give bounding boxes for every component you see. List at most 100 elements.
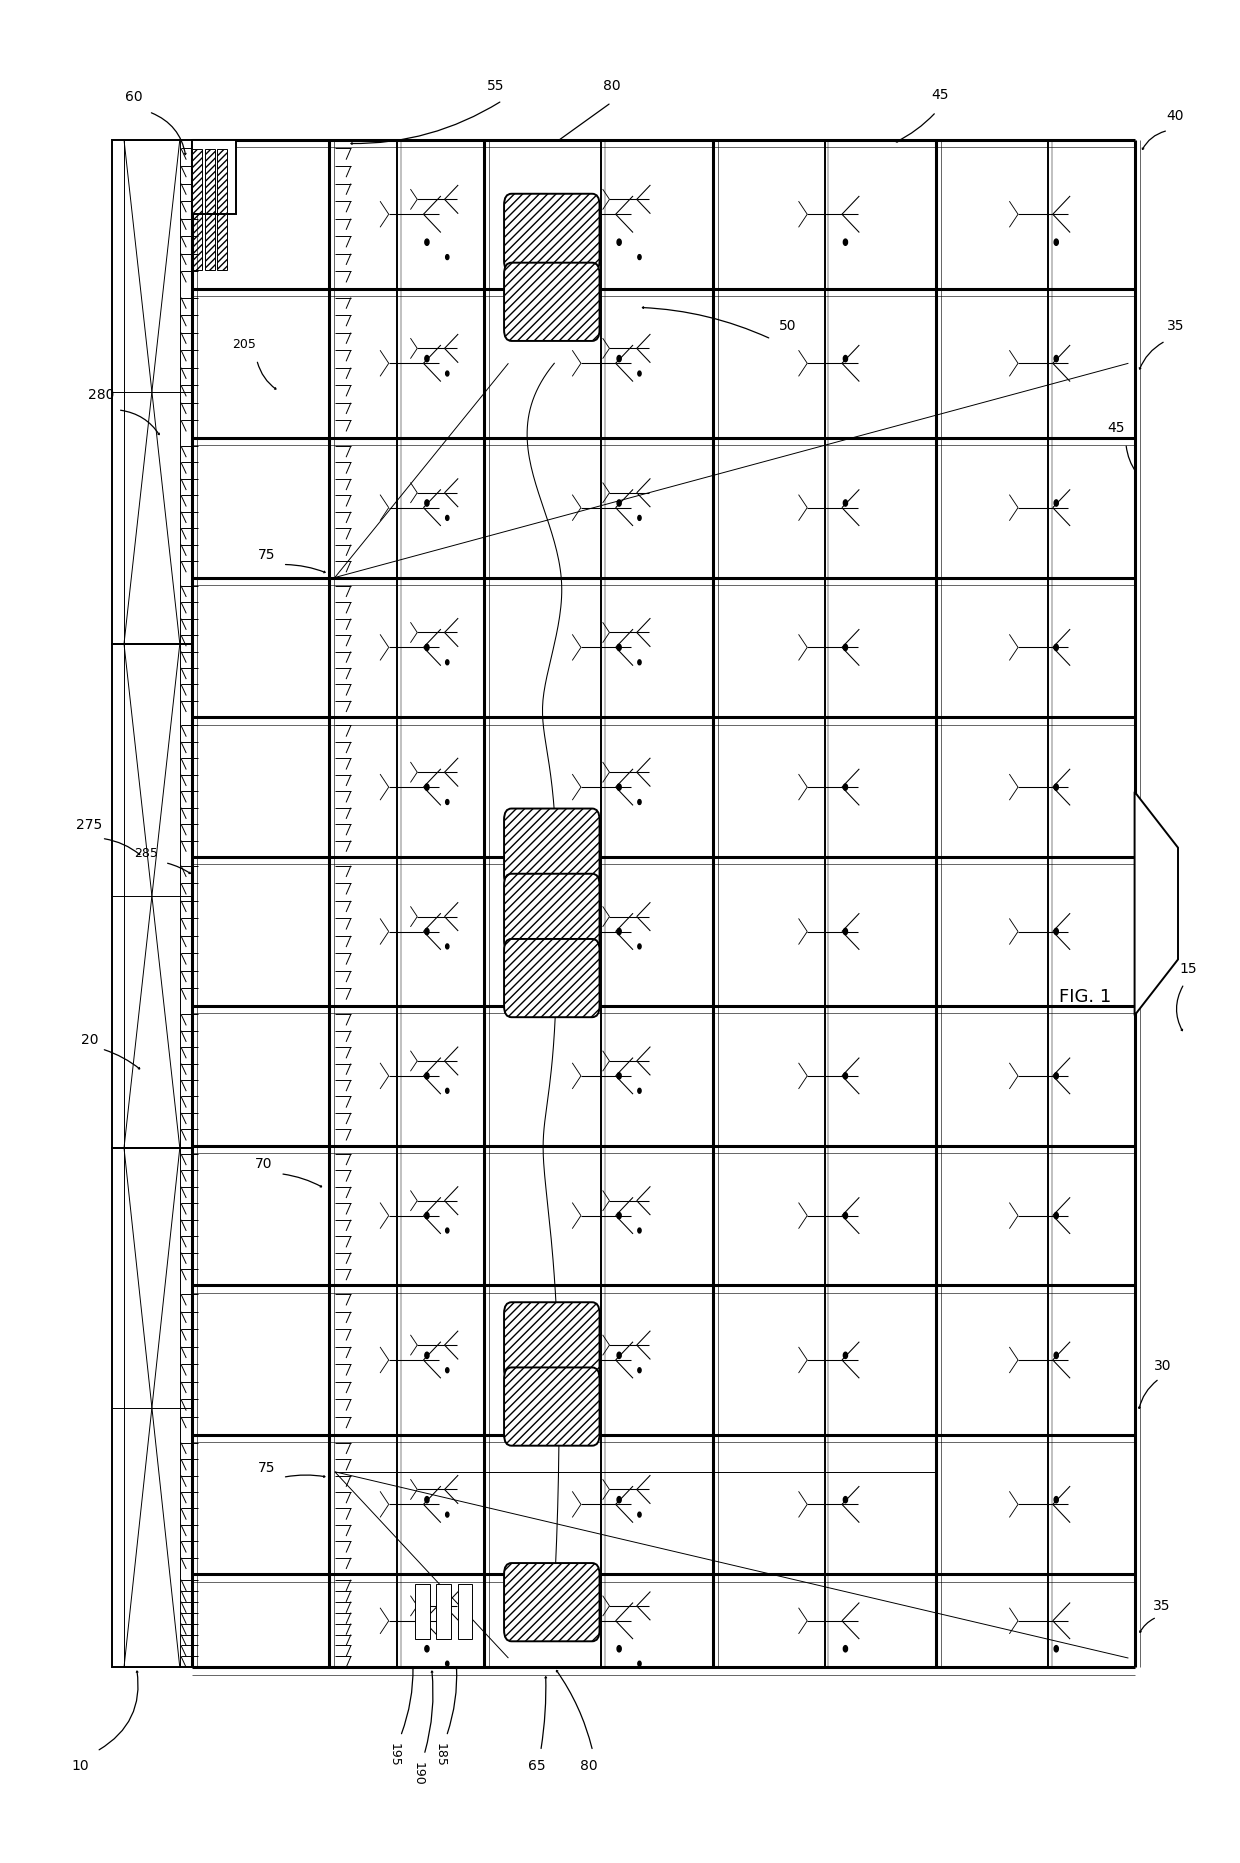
Bar xyxy=(458,1584,472,1639)
Bar xyxy=(112,1148,192,1667)
Text: 45: 45 xyxy=(1107,421,1125,436)
Text: FIG. 1: FIG. 1 xyxy=(1059,987,1111,1006)
Text: 45: 45 xyxy=(931,88,949,102)
Circle shape xyxy=(1054,645,1058,650)
Circle shape xyxy=(618,1073,621,1079)
Circle shape xyxy=(445,660,449,665)
Text: 280: 280 xyxy=(88,388,115,402)
Text: 195: 195 xyxy=(388,1744,401,1766)
Circle shape xyxy=(425,1073,429,1079)
Circle shape xyxy=(618,928,621,935)
Circle shape xyxy=(445,516,449,520)
Bar xyxy=(112,645,192,1148)
FancyBboxPatch shape xyxy=(503,809,600,887)
Circle shape xyxy=(843,499,847,507)
Circle shape xyxy=(637,1367,641,1373)
FancyBboxPatch shape xyxy=(503,1563,600,1641)
Circle shape xyxy=(618,499,621,507)
Text: 20: 20 xyxy=(81,1032,98,1047)
Circle shape xyxy=(445,1088,449,1094)
Circle shape xyxy=(843,1645,847,1652)
Circle shape xyxy=(425,645,429,650)
Circle shape xyxy=(843,1073,847,1079)
Circle shape xyxy=(445,1367,449,1373)
FancyBboxPatch shape xyxy=(503,1302,600,1380)
Bar xyxy=(205,149,215,270)
Bar xyxy=(415,1584,430,1639)
Circle shape xyxy=(618,238,621,246)
Circle shape xyxy=(425,928,429,935)
Circle shape xyxy=(637,371,641,376)
Bar xyxy=(217,149,227,270)
Circle shape xyxy=(1054,356,1058,361)
Circle shape xyxy=(1054,1353,1058,1358)
Circle shape xyxy=(425,356,429,361)
FancyBboxPatch shape xyxy=(503,1367,600,1446)
Text: 75: 75 xyxy=(258,1461,275,1475)
Circle shape xyxy=(843,238,847,246)
Circle shape xyxy=(637,1513,641,1516)
FancyBboxPatch shape xyxy=(503,194,600,272)
Circle shape xyxy=(843,1353,847,1358)
Bar xyxy=(112,140,192,645)
Bar xyxy=(124,645,180,1148)
Circle shape xyxy=(425,1353,429,1358)
Circle shape xyxy=(1054,1496,1058,1503)
Text: 35: 35 xyxy=(1167,319,1184,333)
Text: 25: 25 xyxy=(1159,842,1177,857)
Text: 55: 55 xyxy=(487,78,505,93)
Bar xyxy=(192,140,236,214)
Circle shape xyxy=(445,945,449,948)
Text: 70: 70 xyxy=(255,1157,273,1172)
Circle shape xyxy=(445,371,449,376)
Circle shape xyxy=(843,928,847,935)
Text: 65: 65 xyxy=(528,1759,546,1774)
Text: 40: 40 xyxy=(1167,108,1184,123)
Text: 60: 60 xyxy=(125,89,143,104)
Text: 10: 10 xyxy=(72,1759,89,1774)
Circle shape xyxy=(843,1496,847,1503)
Text: 15: 15 xyxy=(1179,961,1197,976)
Text: 80: 80 xyxy=(603,78,620,93)
Circle shape xyxy=(1054,238,1058,246)
Circle shape xyxy=(637,1228,641,1233)
Circle shape xyxy=(445,1662,449,1666)
Text: 275: 275 xyxy=(76,818,103,833)
Circle shape xyxy=(1054,784,1058,790)
Circle shape xyxy=(637,660,641,665)
Text: 35: 35 xyxy=(1153,1598,1171,1613)
Text: 75: 75 xyxy=(258,548,275,563)
Circle shape xyxy=(637,945,641,948)
Circle shape xyxy=(637,799,641,805)
Circle shape xyxy=(618,356,621,361)
Circle shape xyxy=(1054,499,1058,507)
Circle shape xyxy=(843,1213,847,1218)
Text: 285: 285 xyxy=(134,848,159,859)
Circle shape xyxy=(1054,1073,1058,1079)
Circle shape xyxy=(425,499,429,507)
Circle shape xyxy=(1054,928,1058,935)
Circle shape xyxy=(843,645,847,650)
Bar xyxy=(192,149,202,270)
Circle shape xyxy=(445,799,449,805)
Circle shape xyxy=(618,1645,621,1652)
Circle shape xyxy=(843,356,847,361)
Circle shape xyxy=(637,1088,641,1094)
Circle shape xyxy=(618,1496,621,1503)
Circle shape xyxy=(445,1513,449,1516)
FancyBboxPatch shape xyxy=(503,874,600,952)
Circle shape xyxy=(637,255,641,259)
FancyBboxPatch shape xyxy=(503,263,600,341)
Circle shape xyxy=(425,1496,429,1503)
Circle shape xyxy=(618,1213,621,1218)
Circle shape xyxy=(1054,1645,1058,1652)
Text: 30: 30 xyxy=(1154,1358,1172,1373)
Circle shape xyxy=(425,1645,429,1652)
Bar xyxy=(436,1584,451,1639)
FancyBboxPatch shape xyxy=(503,939,600,1017)
Circle shape xyxy=(1054,1213,1058,1218)
Circle shape xyxy=(425,238,429,246)
Circle shape xyxy=(445,255,449,259)
Circle shape xyxy=(445,1228,449,1233)
Text: 190: 190 xyxy=(412,1762,424,1785)
